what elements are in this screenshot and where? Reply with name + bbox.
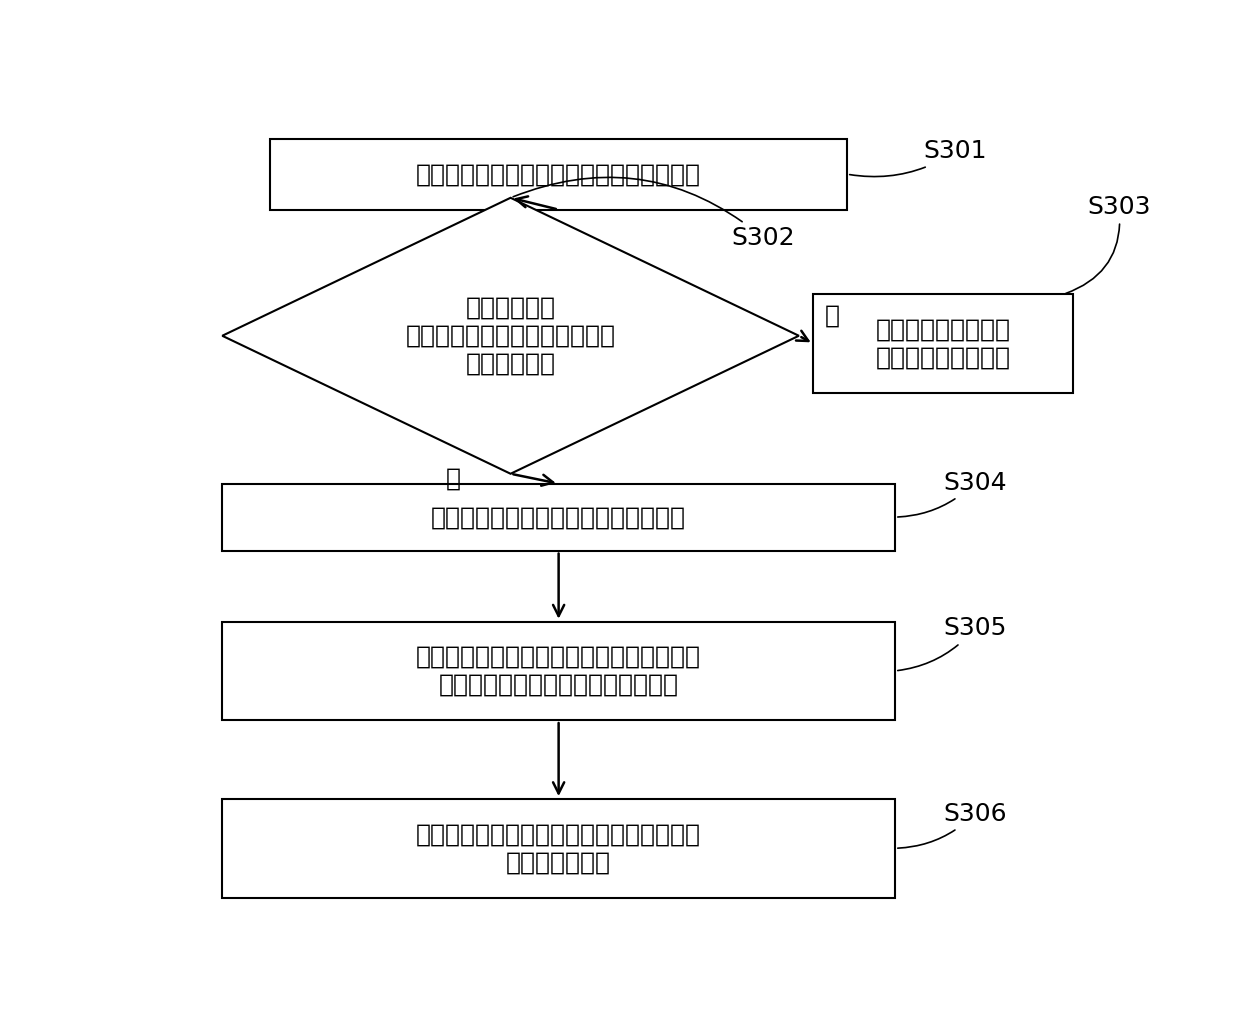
Text: 获取到有播放完毕或请求停止播放的音频流: 获取到有播放完毕或请求停止播放的音频流	[417, 162, 701, 186]
Text: 按照当前播放状态继
续播放其余的音频流: 按照当前播放状态继 续播放其余的音频流	[875, 317, 1011, 370]
Text: 判断音频流在
播放完毕或请求停止播放时是否
享有音频焦点: 判断音频流在 播放完毕或请求停止播放时是否 享有音频焦点	[405, 296, 615, 376]
Polygon shape	[222, 198, 799, 474]
Text: S306: S306	[898, 802, 1007, 848]
Text: S304: S304	[898, 470, 1007, 517]
FancyBboxPatch shape	[222, 799, 895, 898]
FancyBboxPatch shape	[813, 294, 1073, 393]
Text: S302: S302	[513, 177, 795, 250]
FancyBboxPatch shape	[222, 622, 895, 720]
Text: 寻找音频流列表中优先级最高的音频流: 寻找音频流列表中优先级最高的音频流	[432, 505, 686, 529]
Text: 否: 否	[825, 304, 839, 328]
FancyBboxPatch shape	[270, 138, 847, 210]
Text: S301: S301	[849, 139, 987, 176]
Text: 赋予优先级最高的音频流音频焦点，更新音
频流列表中的所有音频流的播放信息: 赋予优先级最高的音频流音频焦点，更新音 频流列表中的所有音频流的播放信息	[417, 645, 701, 696]
Text: 是: 是	[445, 467, 460, 490]
Text: 按照每一个音频流更新后的播放音量继续播
放每一个音频流: 按照每一个音频流更新后的播放音量继续播 放每一个音频流	[417, 822, 701, 874]
Text: S303: S303	[1065, 195, 1151, 294]
Text: S305: S305	[898, 616, 1007, 671]
FancyBboxPatch shape	[222, 483, 895, 551]
